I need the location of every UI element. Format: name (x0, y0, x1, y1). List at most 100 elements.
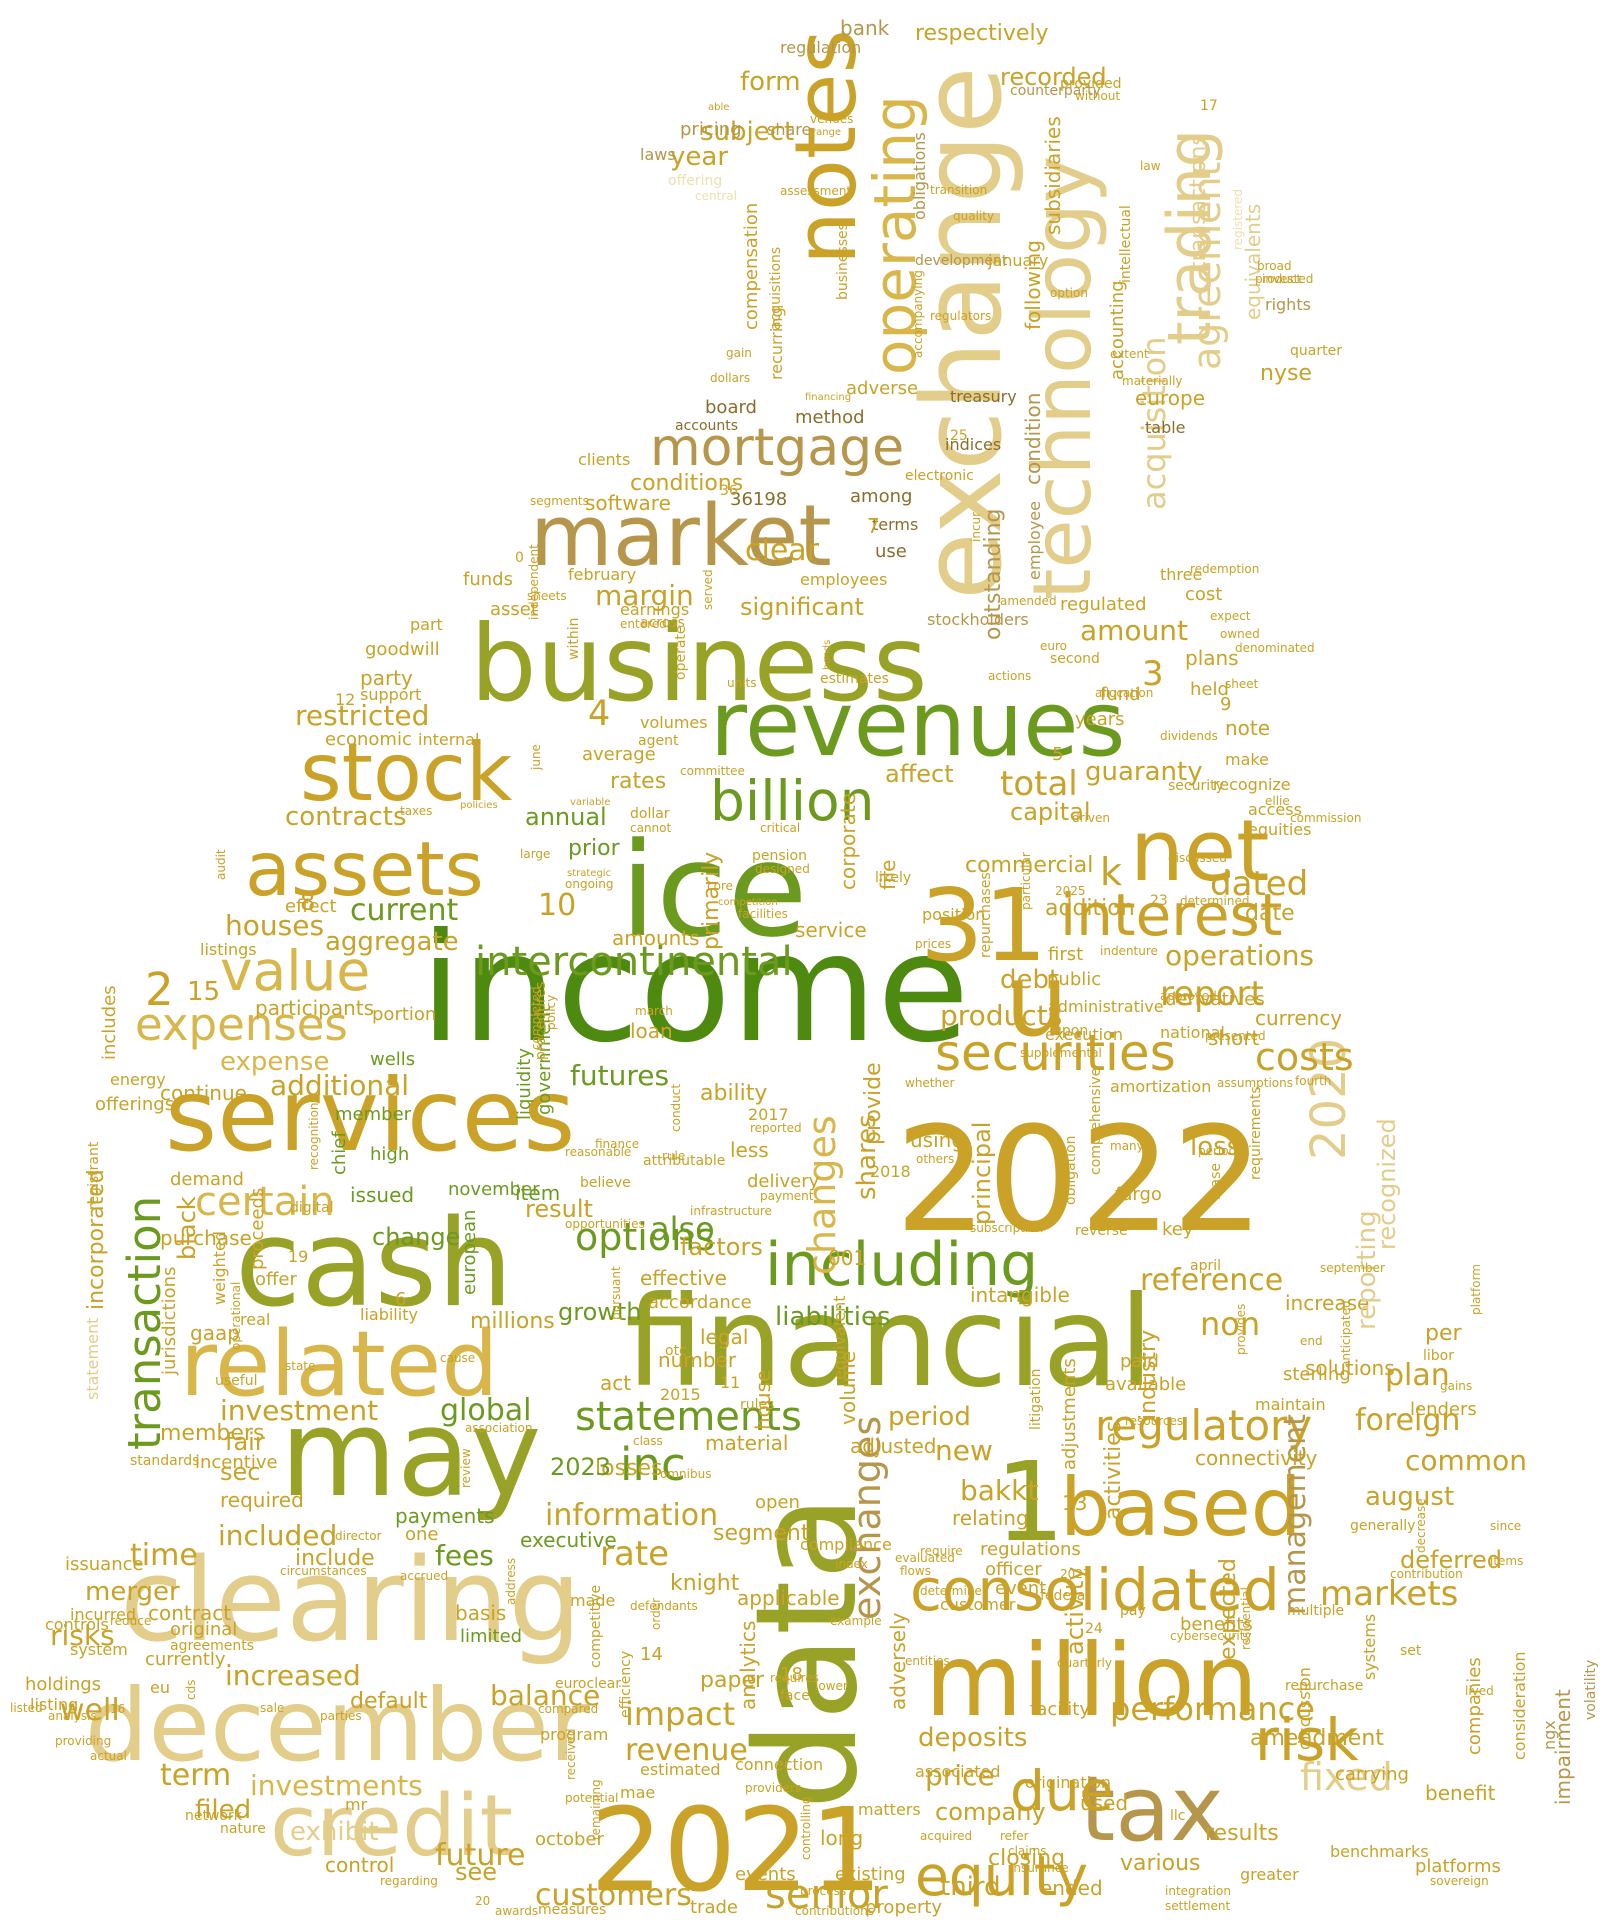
word-terms: terms (872, 515, 918, 534)
word-solutions: solutions (1305, 1356, 1395, 1380)
word-acquisition: acquisition (1135, 336, 1173, 510)
word-principal: principal (968, 1122, 996, 1225)
word-facilities: facilities (738, 907, 788, 921)
word-futures: futures (570, 1059, 669, 1092)
word-mortgage: mortgage (650, 418, 904, 478)
word-black: black (173, 1196, 201, 1260)
word-comprehensive: comprehensive (1088, 1068, 1104, 1175)
word-exchange: exchange (898, 66, 1026, 600)
word-commercial: commercial (965, 853, 1093, 878)
word-subject: subject (700, 117, 794, 147)
word-venues: venues (810, 112, 853, 126)
word-option: option (1050, 286, 1088, 300)
word-commission: commission (1290, 811, 1361, 825)
word-currency: currency (1255, 1006, 1342, 1030)
word-regulatory: regulatory (1095, 1401, 1312, 1450)
word-global: global (440, 1393, 532, 1428)
word-first: first (1048, 944, 1083, 965)
word-order: order (649, 1598, 663, 1630)
word-rights: rights (1265, 295, 1311, 314)
word-2015: 2015 (660, 1385, 701, 1404)
word-limited: limited (460, 1626, 522, 1647)
word-adverse: adverse (846, 378, 918, 399)
word-january: january (987, 251, 1048, 270)
word-activities: activities (1101, 1421, 1126, 1520)
word-intangible: intangible (970, 1283, 1070, 1307)
word-impairment: impairment (1551, 1689, 1575, 1805)
word-obligations: obligations (910, 132, 929, 220)
word-12: 12 (335, 690, 355, 709)
word-contribution: contribution (1390, 1567, 1463, 1581)
word-cds: cds (184, 1680, 198, 1700)
word-amendment: amendment (1250, 1726, 1384, 1751)
word-3: 3 (1142, 654, 1164, 694)
word-cannot: cannot (630, 821, 672, 835)
word-discussion: discussion (1295, 1667, 1314, 1750)
word-future: future (435, 1838, 525, 1873)
word-periods: periods (1198, 1144, 1242, 1158)
word-software: software (585, 491, 671, 515)
word-omnibus: omnibus (660, 1467, 711, 1481)
word-believe: believe (580, 1175, 631, 1191)
word-activity: activity (1061, 1567, 1089, 1655)
word-intercontinental: intercontinental (475, 939, 793, 985)
word-regulated: regulated (1060, 594, 1147, 615)
word-employee: employee (1025, 501, 1044, 580)
word-accounts: accounts (675, 418, 738, 434)
word-lower: lower (815, 1679, 848, 1693)
word-europe: europe (1135, 386, 1205, 410)
word-amortization: amortization (1110, 1077, 1211, 1096)
word-jurisdictions: jurisdictions (159, 1267, 180, 1376)
word-new: new (935, 1434, 993, 1467)
word-number: number (658, 1348, 737, 1372)
word-supplemental: supplemental (1020, 1046, 1102, 1060)
word-agreements: agreements (170, 1638, 254, 1654)
word-rates: rates (610, 769, 666, 794)
word-completed: completed (529, 986, 543, 1050)
word-years: years (1075, 709, 1125, 730)
word-default: default (350, 1689, 428, 1714)
word-transition: transition (930, 183, 987, 197)
word-year: year (670, 142, 728, 172)
word-issued: issued (350, 1183, 414, 1207)
word-proceeds: proceeds (247, 1188, 268, 1270)
word-presented: presented (1205, 1029, 1266, 1043)
word-providing: providing (55, 1734, 111, 1748)
word-capital: capital (1010, 798, 1091, 826)
word-amended: amended (1000, 594, 1057, 608)
word-wells: wells (370, 1049, 415, 1070)
word-regulators: regulators (930, 309, 991, 323)
word-segments: segments (530, 494, 589, 508)
word-value: value (220, 939, 370, 1003)
word-fund: fund (1100, 684, 1141, 705)
word-variable: variable (570, 797, 610, 808)
word-estimated: estimated (640, 1760, 721, 1779)
word-5: 5 (1052, 744, 1063, 765)
word-0: 0 (515, 550, 524, 566)
word-increased: increased (225, 1659, 361, 1692)
word-expense: expense (220, 1047, 329, 1077)
word-officer: officer (985, 1559, 1042, 1580)
word-expected: expected (1216, 1558, 1241, 1660)
word-compliance: compliance (800, 1535, 892, 1554)
word-within: within (566, 618, 582, 660)
word-annual: annual (525, 803, 607, 831)
word-sovereign: sovereign (1430, 1874, 1489, 1888)
word-operations: operations (1165, 939, 1314, 972)
word-20: 20 (475, 1894, 490, 1908)
word-state: state (285, 1359, 315, 1373)
word-analysis: analysis (48, 1709, 97, 1723)
word-volatility: volatility (1583, 1660, 1599, 1720)
word-adversely: adversely (886, 1612, 910, 1710)
word-owned: owned (1220, 627, 1260, 641)
word-losses: losses (595, 1456, 663, 1481)
word-relating: relating (952, 1506, 1029, 1530)
word-non: non (1200, 1305, 1260, 1343)
word-law: law (1140, 159, 1161, 173)
word-pursuant: pursuant (609, 1266, 623, 1320)
word-expect: expect (1210, 609, 1251, 623)
word-results: results (1205, 1821, 1279, 1846)
word-segment: segment (713, 1521, 810, 1546)
word-control: control (325, 1853, 394, 1877)
word-government: government (534, 1005, 555, 1115)
